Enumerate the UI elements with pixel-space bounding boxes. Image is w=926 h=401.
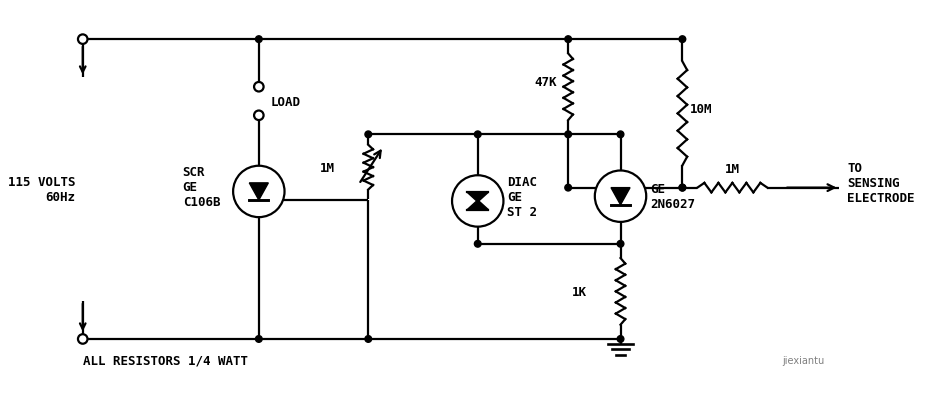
- Text: 1M: 1M: [725, 163, 740, 176]
- Circle shape: [679, 185, 686, 192]
- Circle shape: [474, 132, 482, 138]
- Circle shape: [254, 83, 264, 92]
- Polygon shape: [468, 200, 488, 210]
- Text: DIAC
GE
ST 2: DIAC GE ST 2: [507, 175, 537, 218]
- Circle shape: [618, 241, 624, 247]
- Circle shape: [618, 336, 624, 342]
- Circle shape: [256, 336, 262, 342]
- Circle shape: [365, 132, 371, 138]
- Text: 10M: 10M: [690, 103, 712, 116]
- Text: ALL RESISTORS 1/4 WATT: ALL RESISTORS 1/4 WATT: [82, 354, 248, 367]
- Circle shape: [565, 132, 571, 138]
- Circle shape: [365, 336, 371, 342]
- Circle shape: [679, 37, 686, 43]
- Circle shape: [254, 111, 264, 121]
- Circle shape: [78, 35, 87, 45]
- Text: 115 VOLTS
60Hz: 115 VOLTS 60Hz: [7, 176, 75, 204]
- Polygon shape: [249, 183, 269, 200]
- Text: 1M: 1M: [320, 161, 335, 174]
- Circle shape: [452, 176, 504, 227]
- Circle shape: [474, 241, 482, 247]
- Circle shape: [565, 37, 571, 43]
- Circle shape: [78, 334, 87, 344]
- Text: SCR
GE
C106B: SCR GE C106B: [182, 166, 220, 209]
- Text: TO
SENSING
ELECTRODE: TO SENSING ELECTRODE: [847, 162, 915, 205]
- Circle shape: [565, 185, 571, 192]
- Circle shape: [618, 132, 624, 138]
- Text: jiexiantu: jiexiantu: [782, 355, 824, 365]
- Text: 1K: 1K: [572, 285, 587, 298]
- Polygon shape: [611, 188, 630, 205]
- Text: 47K: 47K: [534, 76, 557, 89]
- Circle shape: [256, 37, 262, 43]
- Text: GE
2N6027: GE 2N6027: [650, 183, 695, 211]
- Circle shape: [679, 185, 686, 192]
- Text: LOAD: LOAD: [270, 95, 300, 108]
- Circle shape: [233, 166, 284, 218]
- Polygon shape: [468, 193, 488, 203]
- Circle shape: [594, 171, 646, 222]
